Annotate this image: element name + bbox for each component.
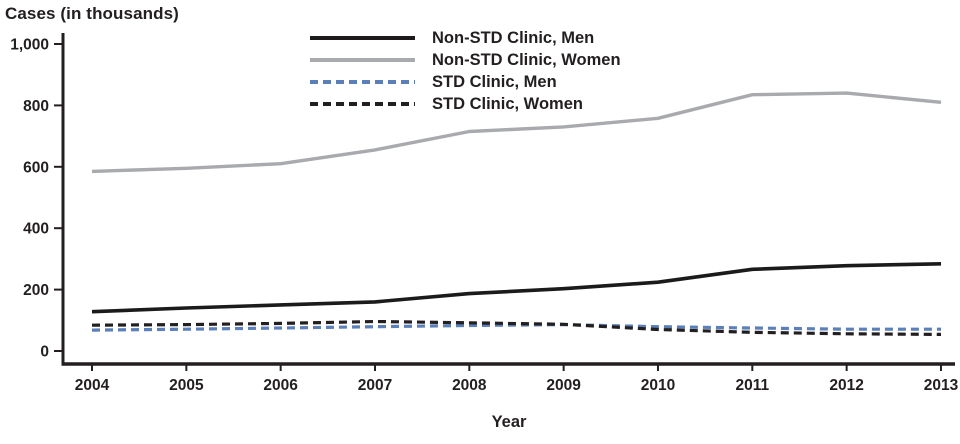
y-tick-label: 800 — [23, 98, 49, 115]
legend: Non-STD Clinic, Men Non-STD Clinic, Wome… — [310, 27, 730, 115]
x-tick-label: 2006 — [263, 377, 298, 394]
legend-label: STD Clinic, Women — [432, 94, 583, 113]
x-tick-label: 2004 — [75, 377, 110, 394]
legend-line-dashed-black — [310, 102, 415, 106]
x-tick-label: 2009 — [546, 377, 581, 394]
x-axis-title: Year — [491, 413, 527, 431]
legend-line-dashed-blue — [310, 80, 415, 84]
series-line-std-clinic-men — [91, 323, 941, 332]
y-tick-label: 1,000 — [10, 37, 49, 54]
x-tick-label: 2005 — [169, 377, 204, 394]
legend-line-solid-gray — [310, 58, 415, 62]
legend-label: STD Clinic, Men — [432, 72, 557, 91]
series-line-non-std-clinic-women — [91, 91, 942, 174]
legend-item-std-men: STD Clinic, Men — [310, 71, 730, 93]
y-tick-label: 200 — [23, 282, 49, 299]
x-tick-label: 2010 — [641, 377, 675, 394]
x-tick-label: 2012 — [829, 377, 863, 394]
x-tick-label: 2007 — [358, 377, 392, 394]
y-tick-label: 400 — [23, 221, 49, 238]
legend-item-non-std-women: Non-STD Clinic, Women — [310, 49, 730, 71]
legend-label: Non-STD Clinic, Women — [432, 50, 621, 69]
y-axis-title: Cases (in thousands) — [5, 4, 179, 23]
y-tick-label: 0 — [40, 344, 49, 361]
series-line-non-std-clinic-men — [91, 262, 942, 314]
series-line-std-clinic-women — [91, 319, 942, 336]
x-tick-label: 2013 — [924, 377, 959, 394]
y-tick-label: 600 — [23, 159, 49, 176]
legend-item-non-std-men: Non-STD Clinic, Men — [310, 27, 730, 49]
x-tick-label: 2011 — [735, 377, 769, 394]
legend-line-solid-black — [310, 35, 415, 41]
x-tick-label: 2008 — [452, 377, 487, 394]
legend-item-std-women: STD Clinic, Women — [310, 93, 730, 115]
legend-label: Non-STD Clinic, Men — [432, 28, 595, 47]
